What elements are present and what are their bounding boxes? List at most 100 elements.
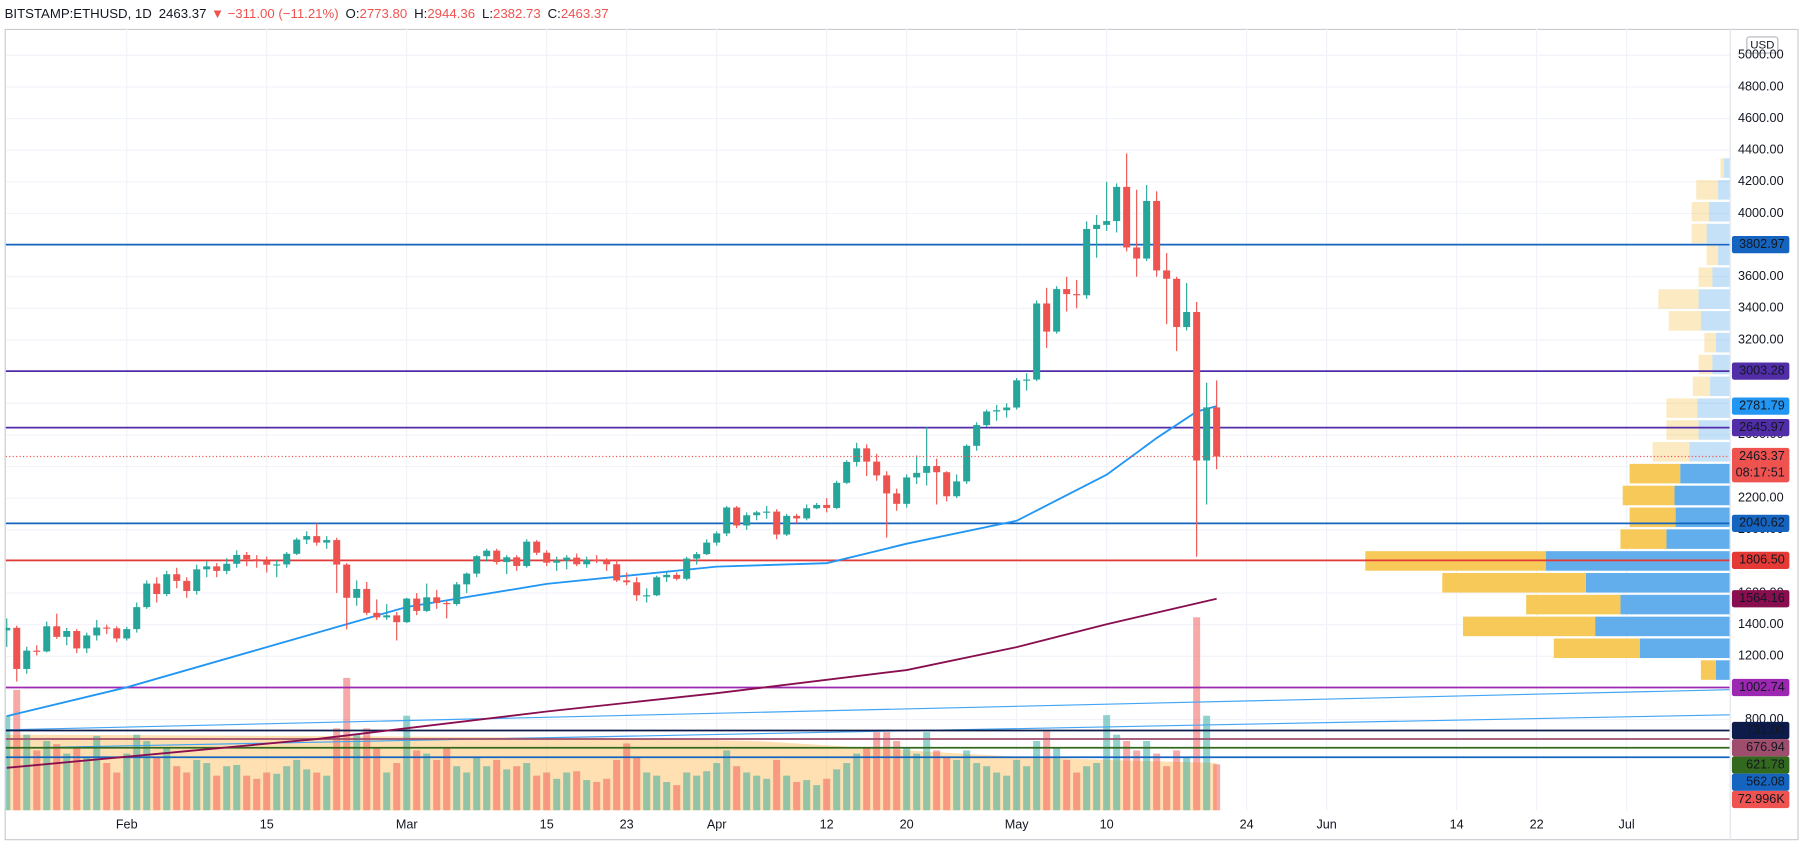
volume-bar	[853, 753, 861, 811]
volume-bar	[1043, 731, 1051, 811]
y-tick-label: 2200.00	[1738, 490, 1784, 504]
volume-bar	[993, 772, 1001, 811]
countdown: 08:17:51	[1736, 466, 1785, 480]
volume-bar	[83, 756, 91, 811]
price-label-box	[1731, 551, 1790, 570]
volume-profile-up	[1622, 485, 1675, 506]
candle-body	[53, 626, 61, 637]
volume-bar	[423, 753, 431, 811]
x-tick-label: 24	[1240, 818, 1254, 832]
candle-body	[783, 515, 791, 535]
y-tick-label: 3400.00	[1738, 301, 1784, 315]
x-tick-label: 23	[620, 818, 634, 832]
volume-bar	[53, 744, 61, 811]
x-tick-label: Apr	[707, 818, 727, 832]
volume-bar	[223, 766, 231, 811]
candle-body	[1123, 186, 1131, 248]
volume-bar	[623, 743, 631, 811]
candle-body	[163, 574, 171, 595]
volume-bar	[153, 756, 161, 811]
price-label-box	[1731, 678, 1790, 697]
volume-bar	[783, 775, 791, 811]
candle-body	[613, 564, 621, 581]
candle-body	[523, 541, 531, 567]
volume-bar	[583, 780, 591, 811]
volume-bar	[463, 772, 471, 811]
volume-bar	[1183, 756, 1191, 811]
volume-profile-down	[1715, 332, 1730, 353]
close-key: C:	[548, 7, 561, 22]
price-label-box	[1731, 397, 1790, 415]
volume-bar	[1153, 753, 1161, 811]
volume-bar	[313, 772, 321, 811]
volume-bar	[1143, 740, 1151, 811]
axes: USD 800.001000.001200.001400.001600.0018…	[116, 36, 1790, 832]
y-tick-label: 4200.00	[1738, 174, 1784, 188]
volume-bar	[283, 766, 291, 811]
volume-profile-up	[1620, 529, 1667, 549]
volume-bar	[1033, 740, 1041, 811]
volume-profile-down	[1718, 245, 1730, 266]
candle-body	[913, 472, 921, 478]
currency: USD	[1750, 40, 1774, 52]
candle-body	[643, 595, 651, 597]
candle-body	[443, 603, 451, 605]
volume-profile-down	[1712, 354, 1730, 375]
volume-bar	[1173, 750, 1181, 811]
volume-bar	[303, 769, 311, 811]
candle-body	[343, 564, 351, 598]
volume-bar	[453, 766, 461, 811]
candle-body	[173, 574, 181, 581]
volume-profile-down	[1639, 638, 1730, 659]
candle-body	[5, 627, 11, 631]
candle-body	[723, 507, 731, 534]
x-tick-label: 22	[1530, 818, 1544, 832]
candle-body	[1153, 200, 1161, 271]
candle-body	[773, 511, 781, 535]
volume-bar	[323, 775, 331, 811]
volume-bar	[113, 772, 121, 811]
candle-body	[1023, 379, 1031, 381]
candle-body	[503, 557, 511, 563]
volume-bar	[763, 778, 771, 811]
volume-bar	[273, 773, 281, 811]
volume-bar	[713, 763, 721, 811]
volume-profile-down	[1675, 507, 1730, 528]
x-tick-label: 15	[260, 818, 274, 832]
candle-body	[903, 477, 911, 504]
volume-bar	[1113, 734, 1121, 811]
low-key: L:	[482, 7, 493, 22]
candle-body	[733, 507, 741, 526]
volume-bar	[513, 766, 521, 811]
x-tick-label: 12	[820, 818, 834, 832]
volume-bar	[563, 772, 571, 811]
volume-bar	[693, 775, 701, 811]
volume-profile-up	[1706, 245, 1719, 266]
volume-bar	[413, 750, 421, 811]
volume-bar	[233, 764, 241, 811]
price-label-box	[1731, 362, 1790, 380]
volume-bar	[483, 766, 491, 811]
candle-body	[223, 563, 231, 571]
volume-bar	[963, 750, 971, 811]
candle-body	[283, 553, 291, 565]
x-tick-label: Feb	[116, 818, 138, 832]
volume-bar	[443, 747, 451, 811]
candle-body	[803, 508, 811, 519]
volume-profile-up	[1720, 158, 1724, 178]
volume-bar	[23, 734, 31, 811]
volume-profile-down	[1585, 573, 1730, 593]
candle-body	[13, 627, 21, 669]
symbol: BITSTAMP:ETHUSD, 1D	[5, 7, 152, 22]
volume-profile-up	[1666, 398, 1698, 418]
change: −311.00 (−11.21%)	[228, 7, 339, 22]
volume-bar	[613, 759, 621, 811]
volume-profile-down	[1723, 158, 1730, 178]
volume-profile-down	[1712, 267, 1730, 287]
volume-bar	[173, 766, 181, 811]
volume-bar	[133, 734, 141, 811]
candle-body	[1113, 186, 1121, 222]
candle-body	[1143, 200, 1151, 259]
candle-body	[603, 560, 611, 565]
candle-body	[593, 559, 601, 561]
